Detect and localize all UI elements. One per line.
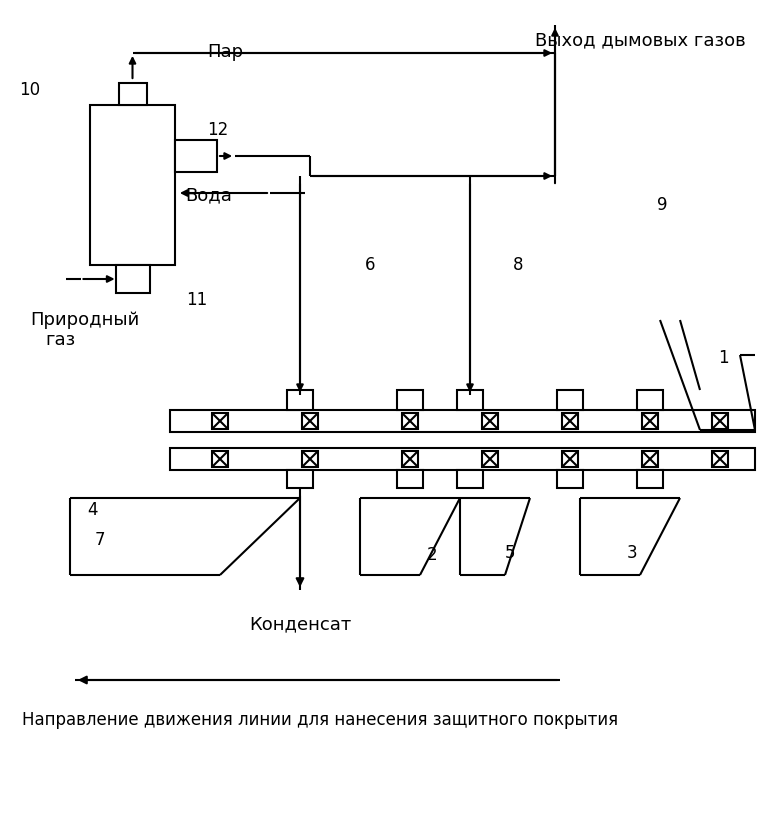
Bar <box>287 390 313 410</box>
Bar <box>482 451 498 467</box>
Bar <box>562 451 578 467</box>
Bar <box>212 413 228 429</box>
Bar <box>212 451 228 467</box>
Bar <box>115 265 150 293</box>
Text: 10: 10 <box>20 81 41 99</box>
Text: Вода: Вода <box>185 186 232 204</box>
Bar <box>637 390 663 410</box>
Bar <box>302 413 318 429</box>
Bar <box>642 413 658 429</box>
Text: 11: 11 <box>186 291 207 309</box>
Bar <box>637 470 663 488</box>
Text: 6: 6 <box>365 256 375 274</box>
Bar <box>482 413 498 429</box>
Text: 12: 12 <box>207 121 229 139</box>
Text: 2: 2 <box>427 546 438 564</box>
Bar <box>557 390 583 410</box>
Text: Пар: Пар <box>207 43 243 61</box>
Bar <box>402 413 418 429</box>
Bar <box>712 413 728 429</box>
Text: 8: 8 <box>512 256 523 274</box>
Text: 9: 9 <box>657 196 667 214</box>
Text: 4: 4 <box>87 501 98 519</box>
Bar <box>90 105 175 265</box>
Bar <box>302 451 318 467</box>
Bar <box>287 470 313 488</box>
Text: Выход дымовых газов: Выход дымовых газов <box>534 31 746 49</box>
Bar <box>175 140 217 172</box>
Bar <box>642 451 658 467</box>
Text: газ: газ <box>45 331 75 349</box>
Bar <box>402 451 418 467</box>
Bar <box>457 390 483 410</box>
Bar <box>119 83 147 105</box>
Text: Конденсат: Конденсат <box>249 615 351 633</box>
Bar <box>457 470 483 488</box>
Bar <box>557 470 583 488</box>
Bar <box>170 410 755 432</box>
Bar <box>170 448 755 470</box>
Bar <box>562 413 578 429</box>
Text: Направление движения линии для нанесения защитного покрытия: Направление движения линии для нанесения… <box>22 711 618 729</box>
Text: 1: 1 <box>718 349 729 367</box>
Text: 5: 5 <box>505 544 516 562</box>
Bar <box>397 390 423 410</box>
Bar <box>712 451 728 467</box>
Text: 7: 7 <box>94 531 105 549</box>
Bar <box>397 470 423 488</box>
Text: Природный: Природный <box>30 311 140 329</box>
Text: 3: 3 <box>626 544 637 562</box>
